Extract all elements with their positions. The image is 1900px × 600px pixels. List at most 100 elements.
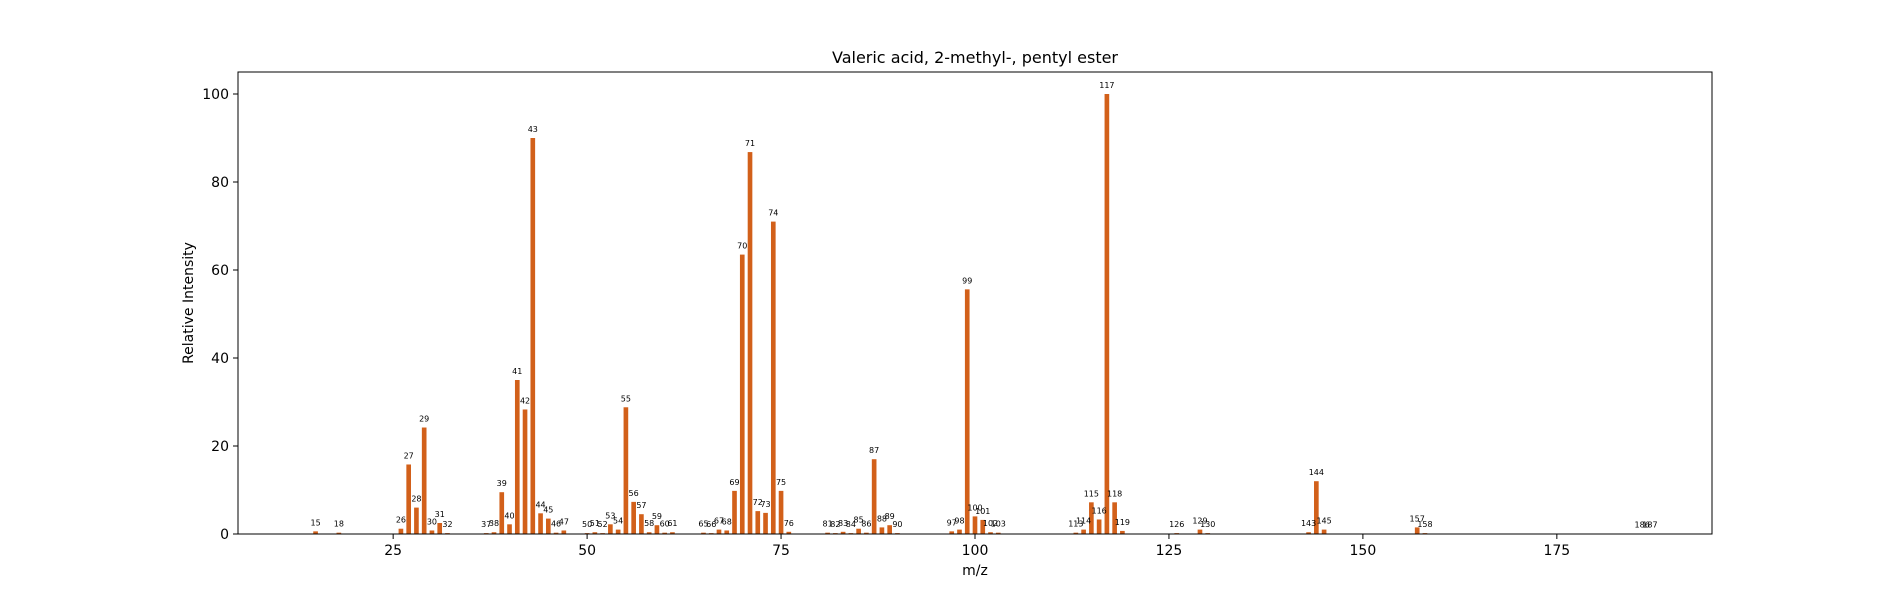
y-tick-label: 80 [211, 175, 229, 191]
bar-mz-97 [949, 531, 955, 534]
x-tick-label: 150 [1350, 543, 1377, 559]
bar-mz-86 [864, 532, 869, 534]
bar-label-mz-100: 100 [967, 503, 982, 512]
bar-mz-30 [429, 530, 435, 534]
bar-mz-54 [615, 529, 621, 534]
bar-mz-115 [1089, 502, 1094, 534]
bar-label-mz-15: 15 [310, 518, 320, 527]
bar-mz-101 [980, 519, 986, 534]
y-axis: 0 20 40 60 80 100 [202, 87, 238, 543]
bar-label-mz-56: 56 [629, 489, 639, 498]
bars-layer [313, 94, 1653, 534]
bar-label-mz-71: 71 [745, 139, 755, 148]
x-tick-label: 125 [1156, 543, 1183, 559]
bar-label-mz-103: 103 [991, 520, 1006, 529]
y-tick-label: 60 [211, 263, 229, 279]
bar-mz-102 [988, 532, 993, 534]
bar-label-mz-82: 82 [830, 520, 840, 529]
bar-label-mz-115: 115 [1084, 489, 1099, 498]
bar-mz-76 [786, 531, 792, 534]
bar-label-mz-53: 53 [605, 511, 615, 520]
bar-label-mz-69: 69 [729, 478, 739, 487]
bar-mz-41 [514, 380, 520, 534]
bar-label-mz-83: 83 [838, 519, 848, 528]
bar-label-mz-118: 118 [1107, 489, 1122, 498]
bar-label-mz-60: 60 [660, 520, 670, 529]
bar-label-mz-98: 98 [954, 517, 964, 526]
bar-label-mz-38: 38 [489, 519, 499, 528]
bar-label-mz-37: 37 [481, 520, 491, 529]
bar-label-mz-143: 143 [1301, 519, 1316, 528]
bar-mz-42 [522, 409, 528, 534]
bar-mz-114 [1081, 529, 1086, 534]
bar-mz-89 [887, 525, 892, 534]
bar-label-mz-31: 31 [435, 510, 445, 519]
bar-label-mz-157: 157 [1410, 514, 1425, 523]
bar-mz-71 [747, 152, 753, 534]
bar-mz-72 [755, 511, 761, 534]
bar-label-mz-65: 65 [698, 520, 708, 529]
bar-mz-27 [406, 464, 411, 534]
bar-mz-129 [1197, 529, 1203, 534]
bar-mz-67 [716, 529, 722, 534]
bar-mz-59 [654, 525, 660, 534]
bar-label-mz-41: 41 [512, 367, 522, 376]
bar-label-mz-45: 45 [543, 506, 553, 515]
bar-mz-116 [1096, 519, 1102, 534]
bar-label-mz-119: 119 [1115, 518, 1130, 527]
bar-label-mz-51: 51 [590, 519, 600, 528]
bar-mz-70 [739, 254, 745, 534]
bar-mz-81 [825, 532, 830, 534]
bar-label-mz-73: 73 [760, 500, 770, 509]
bar-mz-44 [538, 513, 543, 534]
bar-mz-103 [995, 532, 1001, 534]
bar-mz-157 [1414, 527, 1420, 534]
bar-label-mz-114: 114 [1076, 517, 1091, 526]
bar-label-mz-29: 29 [419, 415, 429, 424]
bar-label-mz-70: 70 [737, 242, 747, 251]
bar-mz-75 [778, 490, 784, 534]
bar-mz-45 [545, 518, 551, 534]
bar-label-mz-81: 81 [823, 520, 833, 529]
bar-label-mz-99: 99 [962, 276, 972, 285]
bar-label-mz-26: 26 [396, 516, 406, 525]
bar-mz-38 [491, 532, 497, 534]
bar-mz-15 [313, 531, 318, 534]
bar-label-mz-52: 52 [598, 520, 608, 529]
bar-label-mz-117: 117 [1099, 81, 1114, 90]
x-axis: 25 50 75 100 125 150 175 [384, 534, 1570, 559]
bar-label-mz-88: 88 [877, 514, 887, 523]
bar-label-mz-89: 89 [885, 512, 895, 521]
bar-label-mz-87: 87 [869, 446, 879, 455]
bar-mz-117 [1104, 94, 1110, 534]
x-tick-label: 75 [772, 543, 790, 559]
bar-mz-87 [871, 459, 877, 534]
bar-label-mz-158: 158 [1417, 520, 1432, 529]
bar-label-mz-55: 55 [621, 394, 631, 403]
bar-label-mz-145: 145 [1316, 517, 1331, 526]
bar-label-mz-30: 30 [427, 517, 437, 526]
bar-mz-74 [770, 221, 776, 534]
bar-mz-99 [964, 289, 970, 534]
bar-label-mz-42: 42 [520, 396, 530, 405]
bar-mz-31 [437, 523, 443, 534]
bar-label-mz-144: 144 [1309, 468, 1324, 477]
bar-mz-51 [592, 532, 598, 534]
bar-mz-118 [1112, 502, 1117, 534]
bar-label-mz-74: 74 [768, 209, 778, 218]
bar-label-mz-126: 126 [1169, 520, 1184, 529]
y-tick-label: 20 [211, 439, 229, 455]
bar-label-mz-130: 130 [1200, 520, 1215, 529]
bar-label-mz-129: 129 [1192, 517, 1207, 526]
bar-label-mz-27: 27 [404, 451, 414, 460]
bar-label-mz-67: 67 [714, 517, 724, 526]
bar-label-mz-101: 101 [975, 507, 990, 516]
bar-label-mz-32: 32 [442, 520, 452, 529]
bar-mz-145 [1321, 529, 1327, 534]
x-tick-label: 100 [962, 543, 989, 559]
bar-mz-69 [732, 490, 737, 534]
bar-label-mz-86: 86 [861, 520, 871, 529]
bar-mz-65 [701, 532, 706, 534]
bar-mz-113 [1073, 532, 1079, 534]
